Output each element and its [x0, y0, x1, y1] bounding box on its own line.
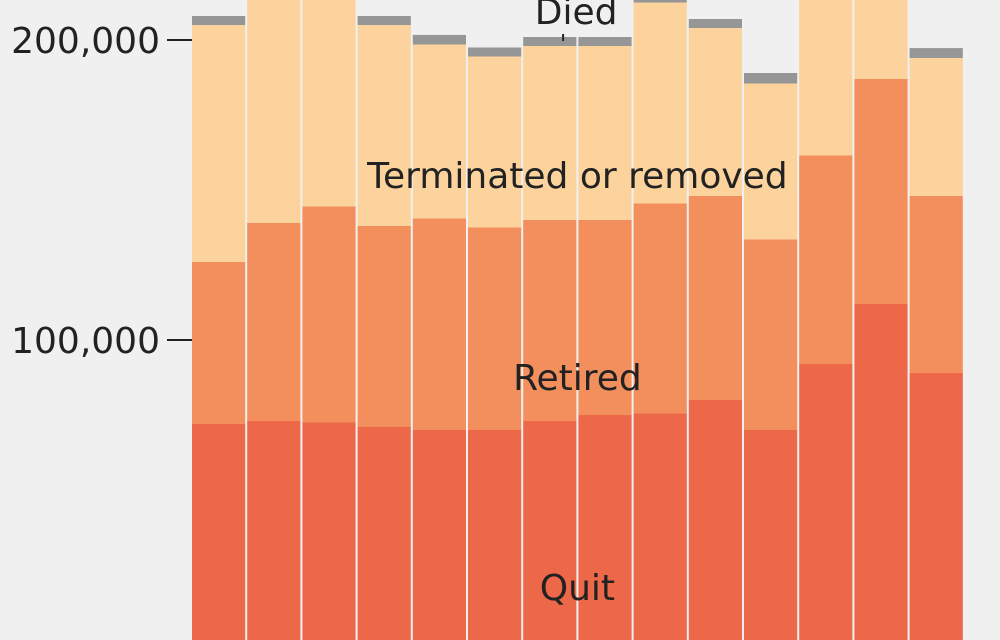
- bar-segment-terminated-or-removed-6: [468, 56, 522, 228]
- bar-segment-died-4: [357, 16, 411, 25]
- bar-segment-terminated-or-removed-4: [357, 25, 411, 226]
- bar-segment-terminated-or-removed-3: [302, 0, 356, 207]
- series-labels: Died Terminated or removed Retired Quit: [366, 0, 788, 609]
- bar-segment-quit-11: [744, 430, 798, 640]
- bar-segment-died-5: [412, 34, 466, 45]
- bar-segment-died-8: [578, 37, 632, 46]
- bar-segment-retired-2: [247, 223, 301, 421]
- bar-segment-died-7: [523, 37, 577, 46]
- bars-layer: [192, 0, 963, 640]
- bar-segment-quit-7: [523, 421, 577, 640]
- bar-segment-retired-11: [744, 239, 798, 430]
- bar-segment-quit-5: [412, 430, 466, 640]
- bar-segment-quit-6: [468, 430, 522, 640]
- bar-segment-terminated-or-removed-13: [854, 0, 908, 79]
- series-label-quit: Quit: [540, 568, 615, 609]
- bar-segment-quit-9: [633, 413, 687, 640]
- bar-segment-died-14: [909, 48, 963, 58]
- bar-segment-retired-4: [357, 226, 411, 427]
- bar-segment-quit-2: [247, 421, 301, 640]
- y-axis: 200,000 100,000: [11, 21, 192, 362]
- bar-segment-died-6: [468, 47, 522, 57]
- bar-segment-retired-5: [412, 218, 466, 430]
- bar-segment-quit-14: [909, 373, 963, 640]
- bar-segment-terminated-or-removed-12: [799, 0, 853, 156]
- bar-segment-quit-13: [854, 304, 908, 640]
- bar-segment-terminated-or-removed-11: [744, 83, 798, 240]
- bar-segment-terminated-or-removed-8: [578, 46, 632, 220]
- bar-segment-terminated-or-removed-14: [909, 58, 963, 196]
- y-tick-label-200000: 200,000: [11, 21, 160, 62]
- series-label-retired: Retired: [513, 358, 642, 399]
- series-label-terminated: Terminated or removed: [366, 156, 788, 197]
- y-tick-label-100000: 100,000: [11, 321, 160, 362]
- bar-segment-terminated-or-removed-1: [192, 25, 246, 262]
- bar-segment-retired-14: [909, 196, 963, 373]
- bar-segment-terminated-or-removed-9: [633, 2, 687, 204]
- bar-segment-died-9: [633, 0, 687, 3]
- bar-segment-retired-10: [688, 196, 742, 400]
- bar-segment-quit-10: [688, 400, 742, 640]
- bar-segment-quit-3: [302, 422, 356, 640]
- bar-segment-retired-13: [854, 79, 908, 304]
- bar-segment-terminated-or-removed-7: [523, 46, 577, 220]
- series-label-died: Died: [535, 0, 618, 33]
- bar-segment-died-1: [192, 16, 246, 25]
- bar-segment-retired-7: [523, 220, 577, 421]
- bar-segment-retired-12: [799, 155, 853, 364]
- bar-segment-quit-1: [192, 424, 246, 640]
- bar-segment-terminated-or-removed-10: [688, 28, 742, 196]
- bar-segment-retired-8: [578, 220, 632, 415]
- bar-segment-quit-8: [578, 415, 632, 640]
- bar-segment-retired-1: [192, 262, 246, 424]
- bar-segment-terminated-or-removed-2: [247, 0, 301, 223]
- bar-segment-died-10: [688, 19, 742, 28]
- bar-segment-retired-9: [633, 203, 687, 414]
- bar-segment-terminated-or-removed-5: [412, 44, 466, 219]
- bar-segment-retired-6: [468, 227, 522, 430]
- bar-segment-died-11: [744, 73, 798, 84]
- bar-segment-quit-12: [799, 364, 853, 640]
- bar-segment-retired-3: [302, 206, 356, 423]
- bar-segment-quit-4: [357, 427, 411, 640]
